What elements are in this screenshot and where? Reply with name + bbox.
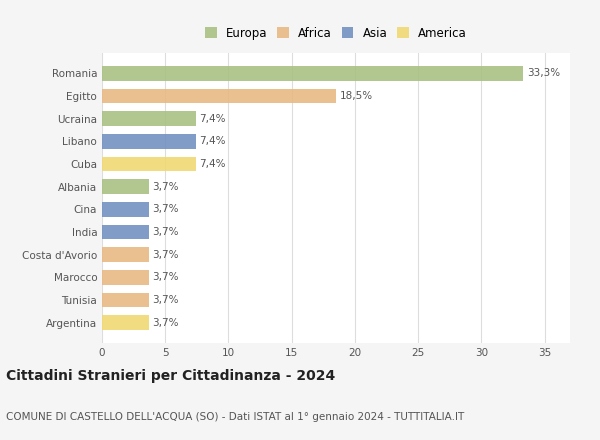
- Text: 33,3%: 33,3%: [527, 68, 560, 78]
- Bar: [102, 157, 196, 171]
- Text: 18,5%: 18,5%: [340, 91, 373, 101]
- Bar: [102, 202, 149, 216]
- Bar: [102, 247, 149, 262]
- Bar: [102, 270, 149, 285]
- Text: 3,7%: 3,7%: [152, 249, 179, 260]
- Text: COMUNE DI CASTELLO DELL'ACQUA (SO) - Dati ISTAT al 1° gennaio 2024 - TUTTITALIA.: COMUNE DI CASTELLO DELL'ACQUA (SO) - Dat…: [6, 412, 464, 422]
- Bar: [102, 134, 196, 149]
- Text: 3,7%: 3,7%: [152, 318, 179, 328]
- Text: 3,7%: 3,7%: [152, 204, 179, 214]
- Bar: [102, 180, 149, 194]
- Text: Cittadini Stranieri per Cittadinanza - 2024: Cittadini Stranieri per Cittadinanza - 2…: [6, 369, 335, 383]
- Text: 7,4%: 7,4%: [199, 114, 226, 124]
- Text: 3,7%: 3,7%: [152, 227, 179, 237]
- Bar: [102, 225, 149, 239]
- Bar: [102, 293, 149, 307]
- Text: 7,4%: 7,4%: [199, 159, 226, 169]
- Text: 3,7%: 3,7%: [152, 295, 179, 305]
- Bar: [102, 111, 196, 126]
- Bar: [102, 89, 336, 103]
- Text: 7,4%: 7,4%: [199, 136, 226, 147]
- Text: 3,7%: 3,7%: [152, 272, 179, 282]
- Legend: Europa, Africa, Asia, America: Europa, Africa, Asia, America: [205, 27, 467, 40]
- Bar: [102, 315, 149, 330]
- Text: 3,7%: 3,7%: [152, 182, 179, 192]
- Bar: [102, 66, 523, 81]
